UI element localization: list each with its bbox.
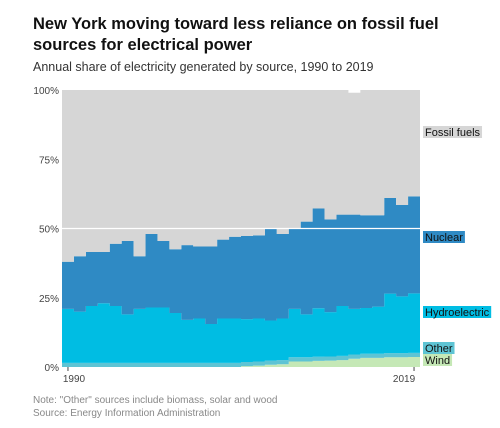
area-fossil-fuels [62, 90, 420, 262]
y-tick-label: 50% [39, 225, 59, 236]
series-label-bg-other [423, 342, 455, 354]
source-text: Source: Energy Information Administratio… [33, 408, 221, 419]
area-other [62, 352, 420, 367]
series-label-wind: Wind [425, 355, 450, 367]
series-label-bg-hydroelectric [423, 306, 492, 318]
x-tick-label: 2019 [393, 374, 416, 385]
chart-title: New York moving toward less reliance on … [33, 15, 439, 54]
series-label-bg-wind [423, 354, 453, 366]
area-hydroelectric [62, 293, 420, 363]
series-label-other: Other [425, 343, 453, 355]
series-label-nuclear: Nuclear [425, 232, 463, 244]
y-tick-label: 25% [39, 294, 59, 305]
chart-subtitle: Annual share of electricity generated by… [33, 60, 374, 74]
series-label-hydroelectric: Hydroelectric [425, 307, 490, 319]
x-tick-label: 1990 [63, 374, 86, 385]
y-tick-label: 0% [45, 363, 60, 374]
series-label-bg-fossil-fuels [423, 126, 483, 138]
series-label-bg-nuclear [423, 231, 465, 243]
note-text: Note: "Other" sources include biomass, s… [33, 395, 278, 406]
stacked-area-chart: 100% 75% 50% 25% 0%1990 2019 Fossil fuels Nucle… [33, 86, 492, 385]
area-wind [62, 357, 420, 367]
y-tick-label: 75% [39, 155, 59, 166]
chart-footnote: Note: "Other" sources include biomass, s… [33, 394, 473, 420]
series-label-fossil-fuels: Fossil fuels [425, 127, 481, 139]
y-tick-label: 100% [33, 86, 59, 97]
